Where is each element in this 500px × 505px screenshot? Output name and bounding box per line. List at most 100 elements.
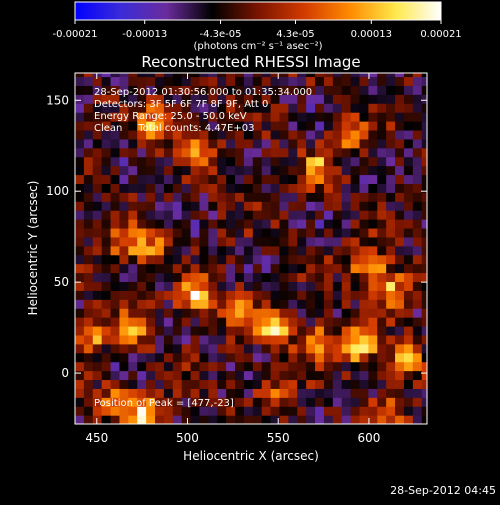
heatmap-cell	[279, 73, 289, 78]
heatmap-cell	[235, 183, 245, 193]
heatmap-cell	[243, 94, 254, 104]
heatmap-cell	[252, 352, 263, 363]
heatmap-cell	[306, 325, 316, 336]
heatmap-cell	[323, 290, 334, 300]
heatmap-cell	[163, 174, 174, 184]
heatmap-cell	[181, 112, 192, 122]
heatmap-cell	[235, 361, 245, 372]
heatmap-cell	[243, 308, 254, 318]
heatmap-cell	[306, 397, 316, 407]
heatmap-cell	[403, 343, 414, 354]
heatmap-cell	[288, 263, 298, 274]
heatmap-cell	[368, 227, 378, 238]
heatmap-cell	[155, 245, 165, 256]
heatmap-cell	[119, 156, 129, 167]
heatmap-cell	[403, 129, 414, 140]
heatmap-cell	[377, 94, 387, 104]
heatmap-cell	[163, 406, 174, 416]
heatmap-cell	[101, 334, 112, 345]
heatmap-cell	[421, 236, 427, 247]
heatmap-cell	[75, 308, 85, 318]
heatmap-cell	[403, 192, 414, 202]
heatmap-cell	[208, 352, 218, 363]
heatmap-cell	[226, 352, 236, 363]
heatmap-cell	[288, 343, 298, 354]
heatmap-cell	[350, 370, 361, 381]
heatmap-cell	[83, 94, 94, 104]
heatmap-cell	[315, 138, 325, 149]
heatmap-cell	[243, 192, 254, 202]
heatmap-cell	[386, 94, 396, 104]
heatmap-cell	[306, 183, 316, 193]
heatmap-cell	[146, 317, 156, 327]
heatmap-cell	[332, 156, 343, 167]
heatmap-cell	[261, 406, 272, 416]
heatmap-cell	[350, 73, 361, 78]
heatmap-cell	[368, 343, 378, 354]
heatmap-cell	[403, 263, 414, 274]
heatmap-cell	[323, 147, 334, 158]
heatmap-cell	[341, 165, 352, 176]
heatmap-cell	[323, 201, 334, 211]
heatmap-cell	[377, 129, 387, 140]
heatmap-cell	[395, 192, 405, 202]
heatmap-cell	[341, 121, 352, 131]
heatmap-cell	[323, 379, 334, 389]
plot-frame	[74, 72, 428, 425]
heatmap-cell	[110, 201, 121, 211]
heatmap-cell	[243, 317, 254, 327]
heatmap-cell	[172, 112, 183, 122]
heatmap-cell	[359, 183, 369, 193]
heatmap-cell	[226, 299, 236, 309]
heatmap-cell	[226, 236, 236, 247]
heatmap-cell	[190, 299, 201, 309]
heatmap-cell	[395, 308, 405, 318]
heatmap-cell	[386, 201, 396, 211]
heatmap-cell	[252, 156, 263, 167]
heatmap-cell	[128, 361, 138, 372]
heatmap-cell	[359, 299, 369, 309]
heatmap-cell	[181, 183, 192, 193]
heatmap-cell	[350, 156, 361, 167]
heatmap-cell	[386, 317, 396, 327]
heatmap-cell	[110, 379, 121, 389]
heatmap-cell	[110, 156, 121, 167]
heatmap-cell	[155, 281, 165, 291]
heatmap-cell	[208, 147, 218, 158]
heatmap-cell	[155, 415, 165, 424]
heatmap-cell	[208, 299, 218, 309]
heatmap-cell	[332, 352, 343, 363]
heatmap-cell	[377, 379, 387, 389]
heatmap-cell	[243, 397, 254, 407]
heatmap-cell	[377, 334, 387, 345]
heatmap-cell	[75, 112, 85, 122]
heatmap-cell	[110, 281, 121, 291]
heatmap-cell	[368, 147, 378, 158]
heatmap-cell	[190, 129, 201, 140]
heatmap-cell	[261, 263, 272, 274]
heatmap-cell	[279, 192, 289, 202]
heatmap-cell	[297, 254, 307, 265]
heatmap-cell	[341, 129, 352, 140]
heatmap-cell	[279, 299, 289, 309]
heatmap-cell	[92, 361, 103, 372]
heatmap-cell	[412, 379, 423, 389]
heatmap-cell	[341, 281, 352, 291]
heatmap-cell	[208, 290, 218, 300]
heatmap-cell	[110, 147, 121, 158]
heatmap-cell	[323, 219, 334, 229]
heatmap-cell	[75, 388, 85, 398]
heatmap-cell	[119, 308, 129, 318]
heatmap-cell	[288, 254, 298, 265]
heatmap-cell	[306, 103, 316, 113]
heatmap-cell	[101, 370, 112, 381]
heatmap-cell	[395, 352, 405, 363]
heatmap-cell	[341, 334, 352, 345]
heatmap-cell	[163, 85, 174, 95]
heatmap-cell	[75, 397, 85, 407]
heatmap-cell	[403, 138, 414, 149]
heatmap-cell	[199, 201, 209, 211]
heatmap-cell	[377, 290, 387, 300]
heatmap-cell	[359, 388, 369, 398]
heatmap-cell	[217, 76, 227, 86]
